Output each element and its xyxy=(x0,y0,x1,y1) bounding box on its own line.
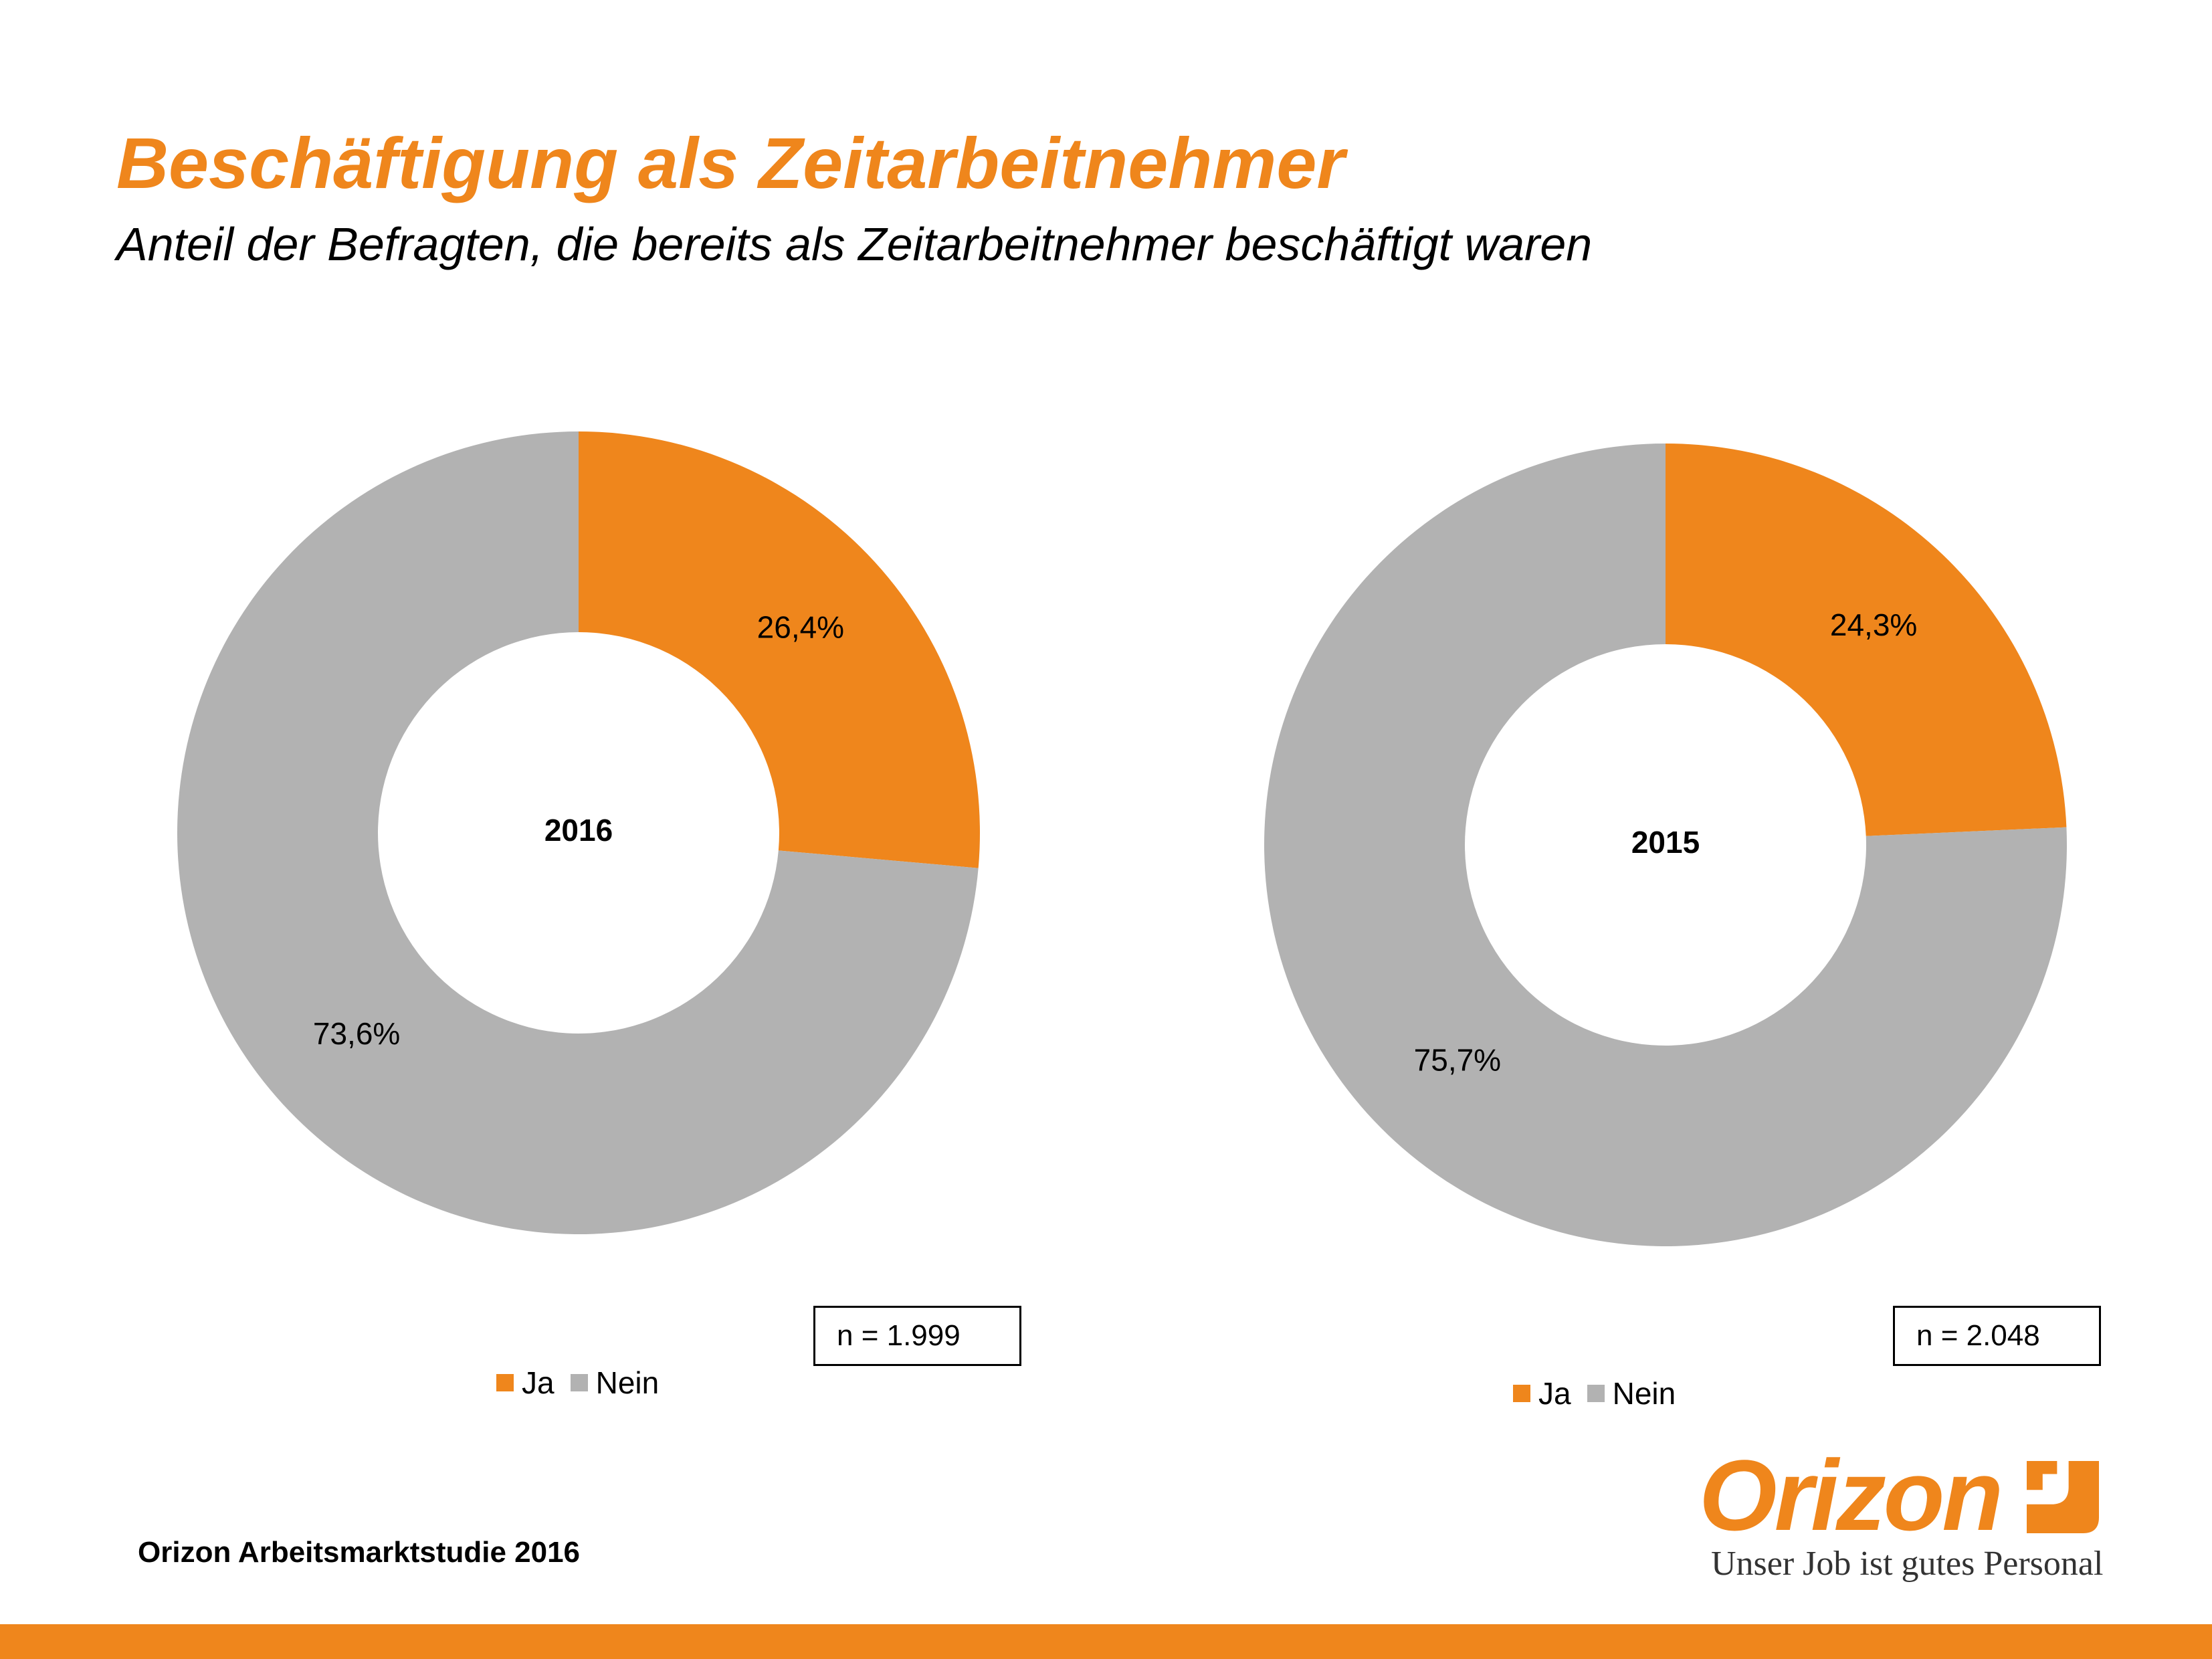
donut-center-label: 2015 xyxy=(1631,825,1700,860)
page-subtitle: Anteil der Befragten, die bereits als Ze… xyxy=(116,218,1593,270)
orizon-mark-icon xyxy=(2027,1461,2099,1533)
sample-size-box-2016: n = 1.999 xyxy=(813,1306,1021,1366)
legend-item-ja: Ja xyxy=(496,1365,555,1401)
logo-wordmark: Orizon xyxy=(1699,1439,2003,1551)
orizon-logo: Orizon Unser Job ist gutes Personal xyxy=(1699,1445,2167,1585)
legend-swatch-ja xyxy=(1513,1385,1530,1402)
donut-center-label: 2016 xyxy=(544,813,613,848)
legend-swatch-nein xyxy=(1587,1385,1605,1402)
legend-label-nein: Nein xyxy=(1612,1376,1676,1411)
sample-size-box-2015: n = 2.048 xyxy=(1893,1306,2101,1366)
donut-chart-2016: 26,4% 73,6% 2016 xyxy=(177,431,980,1234)
page-title: Beschäftigung als Zeitarbeitnehmer xyxy=(116,122,1345,203)
logo-tagline: Unser Job ist gutes Personal xyxy=(1711,1545,2104,1583)
legend-swatch-nein xyxy=(570,1374,588,1391)
legend-2016: Ja Nein xyxy=(496,1365,675,1401)
donut-slice-ja xyxy=(1666,444,2067,836)
donut-slice-nein xyxy=(177,431,979,1234)
legend-2015: Ja Nein xyxy=(1513,1375,1692,1411)
data-label-nein: 73,6% xyxy=(313,1016,400,1051)
data-label-ja: 26,4% xyxy=(757,609,844,644)
legend-label-nein: Nein xyxy=(595,1365,660,1400)
legend-item-ja: Ja xyxy=(1513,1375,1571,1411)
legend-label-ja: Ja xyxy=(522,1365,555,1400)
legend-item-nein: Nein xyxy=(1587,1375,1676,1411)
donut-slice-ja xyxy=(579,431,980,868)
legend-label-ja: Ja xyxy=(1538,1376,1571,1411)
bottom-accent-bar xyxy=(0,1624,2212,1659)
donut-chart-2015: 24,3% 75,7% 2015 xyxy=(1264,444,2067,1246)
source-note: Orizon Arbeitsmarktstudie 2016 xyxy=(138,1536,581,1569)
donut-slice-nein xyxy=(1264,444,2067,1246)
legend-swatch-ja xyxy=(496,1374,514,1391)
legend-item-nein: Nein xyxy=(570,1365,660,1401)
data-label-nein: 75,7% xyxy=(1414,1042,1501,1077)
data-label-ja: 24,3% xyxy=(1830,607,1917,642)
